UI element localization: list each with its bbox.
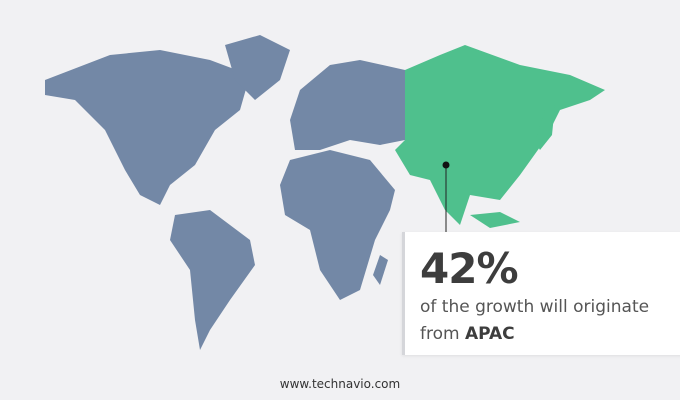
europe <box>290 60 405 150</box>
callout-description: of the growth will originate from APAC <box>420 294 649 348</box>
callout-card: 42% of the growth will originate from AP… <box>402 232 680 355</box>
madagascar <box>373 255 388 285</box>
callout-prefix: from <box>420 324 460 344</box>
callout-text: of the growth will originate <box>420 297 650 317</box>
footer-site: www.technavio.com <box>279 377 401 391</box>
africa <box>280 150 395 300</box>
growth-percentage: 42% <box>420 244 519 293</box>
japan <box>535 105 555 150</box>
south-america <box>170 210 255 350</box>
callout-region: APAC <box>464 324 515 344</box>
greenland <box>225 35 290 100</box>
asia-pacific <box>395 45 605 225</box>
north-america <box>45 50 250 205</box>
indonesia <box>470 212 520 228</box>
pointer-dot <box>442 161 450 169</box>
